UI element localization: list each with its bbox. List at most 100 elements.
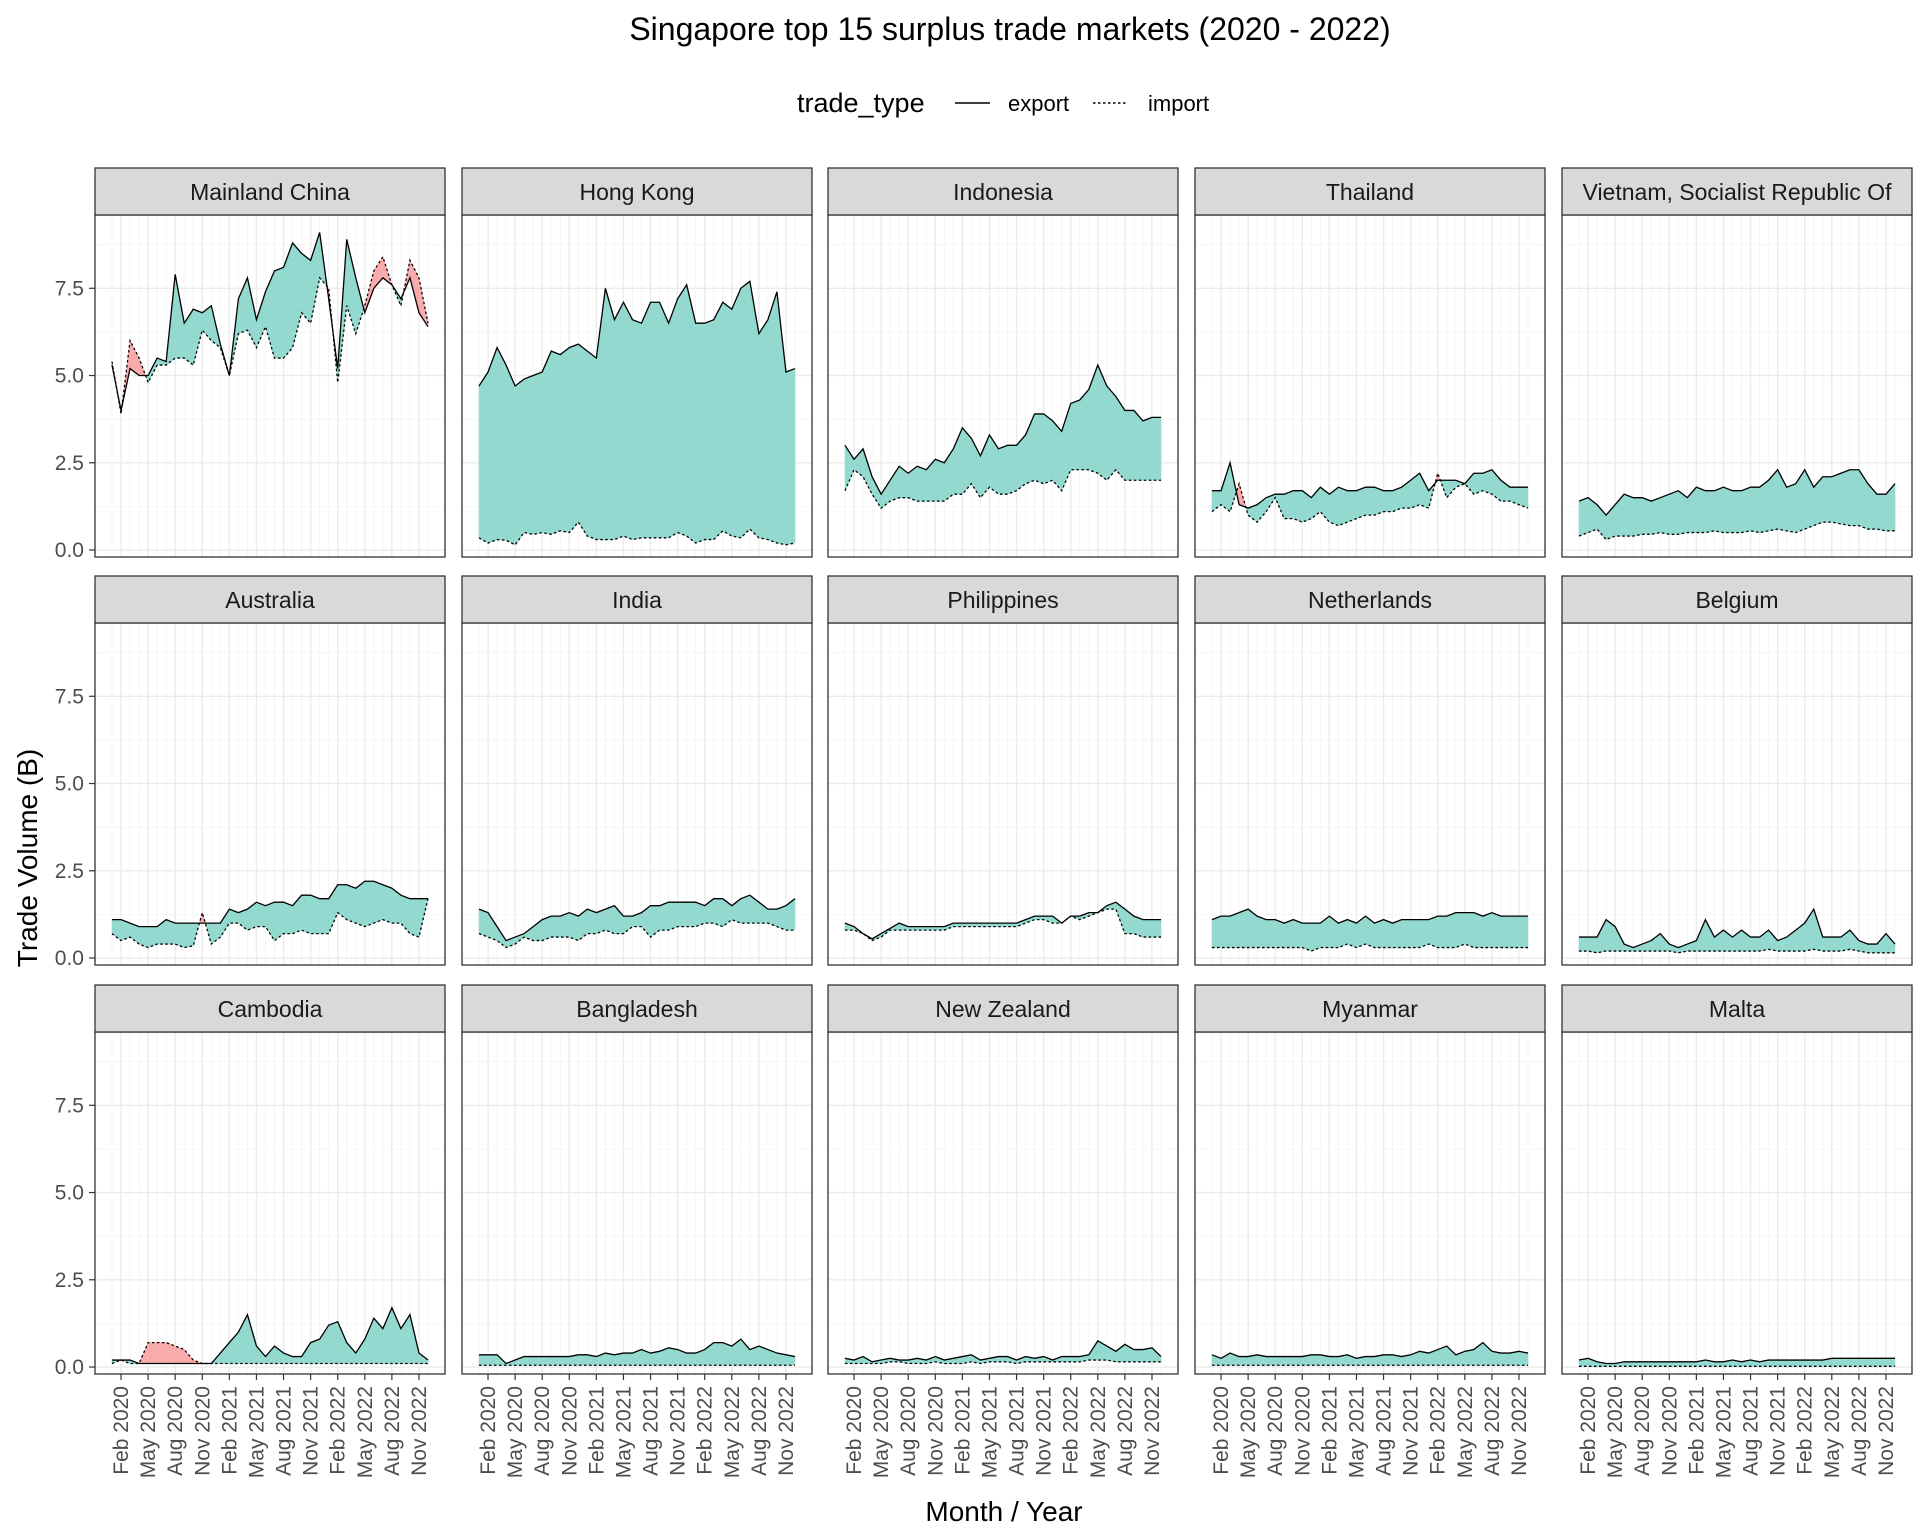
surplus-area <box>1374 486 1384 516</box>
series-line-import <box>844 468 1161 510</box>
surplus-area <box>532 1356 543 1366</box>
surplus-area <box>758 318 769 540</box>
x-tick-label: Feb 2020 <box>843 1386 866 1475</box>
x-tick-label: May 2021 <box>1345 1386 1368 1478</box>
panel-background <box>828 1032 1178 1374</box>
x-tick-label: May 2022 <box>721 1386 744 1478</box>
surplus-area <box>1786 1359 1796 1367</box>
x-tick-label: Feb 2022 <box>327 1386 350 1475</box>
deficit-area <box>156 1342 167 1364</box>
x-tick-label: May 2021 <box>612 1386 635 1478</box>
surplus-area <box>256 901 266 927</box>
surplus-area <box>1650 497 1661 535</box>
surplus-area <box>138 926 149 948</box>
x-tick-label: Nov 2022 <box>408 1386 431 1476</box>
x-tick-label: Feb 2020 <box>110 1386 133 1475</box>
surplus-area <box>1365 1356 1375 1366</box>
surplus-area <box>1151 417 1162 481</box>
x-tick-label: Feb 2020 <box>1577 1386 1600 1475</box>
surplus-area <box>1659 493 1670 535</box>
surplus-area <box>301 894 311 935</box>
surplus-area <box>274 266 284 359</box>
strip-label: Netherlands <box>1308 587 1432 613</box>
surplus-area <box>532 371 543 535</box>
x-tick-label: Feb 2020 <box>477 1386 500 1475</box>
surplus-area <box>1338 919 1348 948</box>
surplus-area <box>1491 912 1502 948</box>
surplus-area <box>740 894 751 924</box>
surplus-area <box>916 465 927 502</box>
x-tick-label: Nov 2021 <box>1767 1386 1790 1476</box>
surplus-area <box>686 284 696 544</box>
y-tick-label: 0.0 <box>55 539 84 562</box>
strip-background <box>1194 167 1546 216</box>
surplus-area <box>1401 919 1411 948</box>
y-tick-label: 7.5 <box>55 1094 84 1117</box>
series-line-import <box>1212 943 1528 952</box>
surplus-area <box>578 1354 588 1366</box>
surplus-area <box>1732 490 1742 533</box>
strip-background <box>94 575 446 624</box>
surplus-area <box>686 901 696 927</box>
surplus-area <box>1885 1358 1896 1367</box>
y-tick-label: 2.5 <box>55 860 84 883</box>
surplus-area <box>596 908 606 935</box>
series-line-export <box>1578 468 1896 517</box>
series-line-export <box>478 280 796 388</box>
surplus-area <box>998 444 1008 495</box>
surplus-area <box>1392 919 1402 948</box>
strip-background <box>827 984 1179 1033</box>
x-tick-label: May 2020 <box>1604 1386 1627 1478</box>
strip-label: Malta <box>1709 996 1765 1022</box>
surplus-area <box>364 880 375 928</box>
surplus-area <box>713 1342 724 1366</box>
x-tick-label: May 2021 <box>245 1386 268 1478</box>
strip-label: Bangladesh <box>576 996 698 1022</box>
surplus-area <box>785 368 796 546</box>
surplus-area <box>722 301 733 537</box>
surplus-area <box>695 322 706 544</box>
panel-vietnam-socialist-republic-of: Vietnam, Socialist Republic Of <box>1561 167 1913 558</box>
panel-background <box>1195 623 1545 965</box>
panel-hong-kong: Hong Kong <box>461 167 813 558</box>
strip-label: Philippines <box>947 587 1058 613</box>
series-line-export <box>1579 907 1896 949</box>
surplus-area <box>1464 912 1475 948</box>
surplus-area <box>1518 486 1529 509</box>
strip-label: Hong Kong <box>579 179 694 205</box>
y-tick-label: 7.5 <box>55 685 84 708</box>
surplus-area <box>641 302 651 539</box>
surplus-area <box>523 1356 534 1366</box>
panel-background <box>95 1032 445 1374</box>
surplus-area <box>1061 1356 1072 1363</box>
strip-label: Thailand <box>1326 179 1414 205</box>
surplus-area <box>1831 472 1842 525</box>
surplus-area <box>1283 490 1294 519</box>
surplus-area <box>559 1356 570 1366</box>
chart-title: Singapore top 15 surplus trade markets (… <box>629 11 1390 47</box>
surplus-area <box>668 298 678 539</box>
deficit-area <box>165 1342 176 1364</box>
surplus-area <box>183 922 194 948</box>
surplus-area <box>1714 1361 1724 1367</box>
x-tick-label: Nov 2021 <box>1033 1386 1056 1476</box>
surplus-area <box>559 912 570 938</box>
surplus-area <box>1822 476 1833 523</box>
surplus-area <box>1473 912 1484 948</box>
surplus-area <box>1220 915 1231 948</box>
surplus-area <box>1052 420 1062 492</box>
deficit-area <box>147 1342 158 1364</box>
x-tick-label: Nov 2022 <box>775 1386 798 1476</box>
strip-background <box>1561 167 1913 216</box>
surplus-area <box>1578 497 1589 537</box>
surplus-area <box>283 901 293 934</box>
x-tick-label: Nov 2022 <box>1875 1386 1898 1476</box>
strip-label: Mainland China <box>190 179 350 205</box>
surplus-area <box>632 319 642 540</box>
surplus-area <box>668 1347 678 1366</box>
panel-background <box>1195 1032 1545 1374</box>
surplus-area <box>962 427 972 495</box>
strip-background <box>461 575 813 624</box>
